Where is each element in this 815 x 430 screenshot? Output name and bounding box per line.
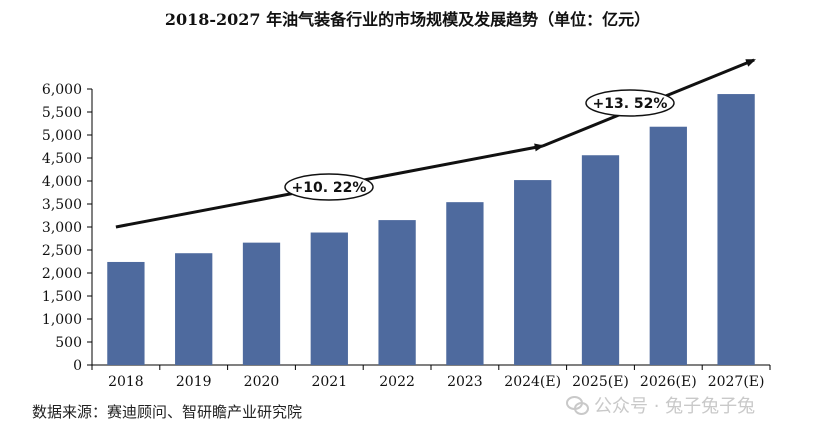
bar: [649, 126, 687, 365]
x-tick-label: 2026(E): [640, 374, 697, 390]
y-tick-label: 1,000: [42, 312, 82, 328]
x-tick-label: 2027(E): [708, 374, 765, 390]
bar: [446, 202, 484, 365]
x-tick-label: 2023: [447, 374, 483, 390]
y-tick-label: 3,000: [42, 220, 82, 236]
bar: [175, 253, 213, 365]
bar: [242, 242, 281, 365]
y-tick-label: 5,500: [42, 105, 82, 121]
cagr-badge: [585, 89, 675, 117]
bar: [717, 94, 755, 365]
y-tick-label: 4,500: [42, 151, 82, 167]
y-tick-label: 2,500: [42, 243, 82, 259]
chart-title: 2018-2027 年油气装备行业的市场规模及发展趋势（单位：亿元）: [164, 10, 651, 29]
y-tick-label: 6,000: [42, 82, 82, 98]
x-tick-label: 2025(E): [572, 374, 629, 390]
x-tick-label: 2024(E): [504, 374, 561, 390]
watermark-text: 公众号 · 兔子兔子兔: [594, 396, 756, 417]
bar: [378, 220, 416, 365]
y-tick-label: 3,500: [42, 197, 82, 213]
source-note: 数据来源：赛迪顾问、智研瞻产业研究院: [32, 403, 303, 421]
y-tick-label: 500: [55, 335, 82, 351]
x-tick-label: 2018: [108, 374, 144, 390]
y-tick-label: 1,500: [42, 289, 82, 305]
bar: [107, 261, 145, 365]
wechat-icon: [566, 396, 589, 415]
y-tick-label: 4,000: [42, 174, 82, 190]
x-tick-label: 2020: [244, 374, 280, 390]
watermark: 公众号 · 兔子兔子兔: [566, 392, 755, 418]
bar: [514, 180, 552, 365]
x-tick-label: 2021: [311, 374, 347, 390]
y-tick-label: 5,000: [42, 128, 82, 144]
y-tick-label: 2,000: [42, 266, 82, 282]
bar: [581, 155, 620, 365]
x-tick-label: 2022: [379, 374, 415, 390]
y-tick-label: 0: [73, 358, 82, 374]
cagr-badge: [284, 173, 374, 201]
bar: [310, 232, 348, 365]
cagr-label: +13. 52%: [593, 96, 668, 112]
x-tick-label: 2019: [176, 374, 212, 390]
cagr-label: +10. 22%: [292, 180, 367, 196]
